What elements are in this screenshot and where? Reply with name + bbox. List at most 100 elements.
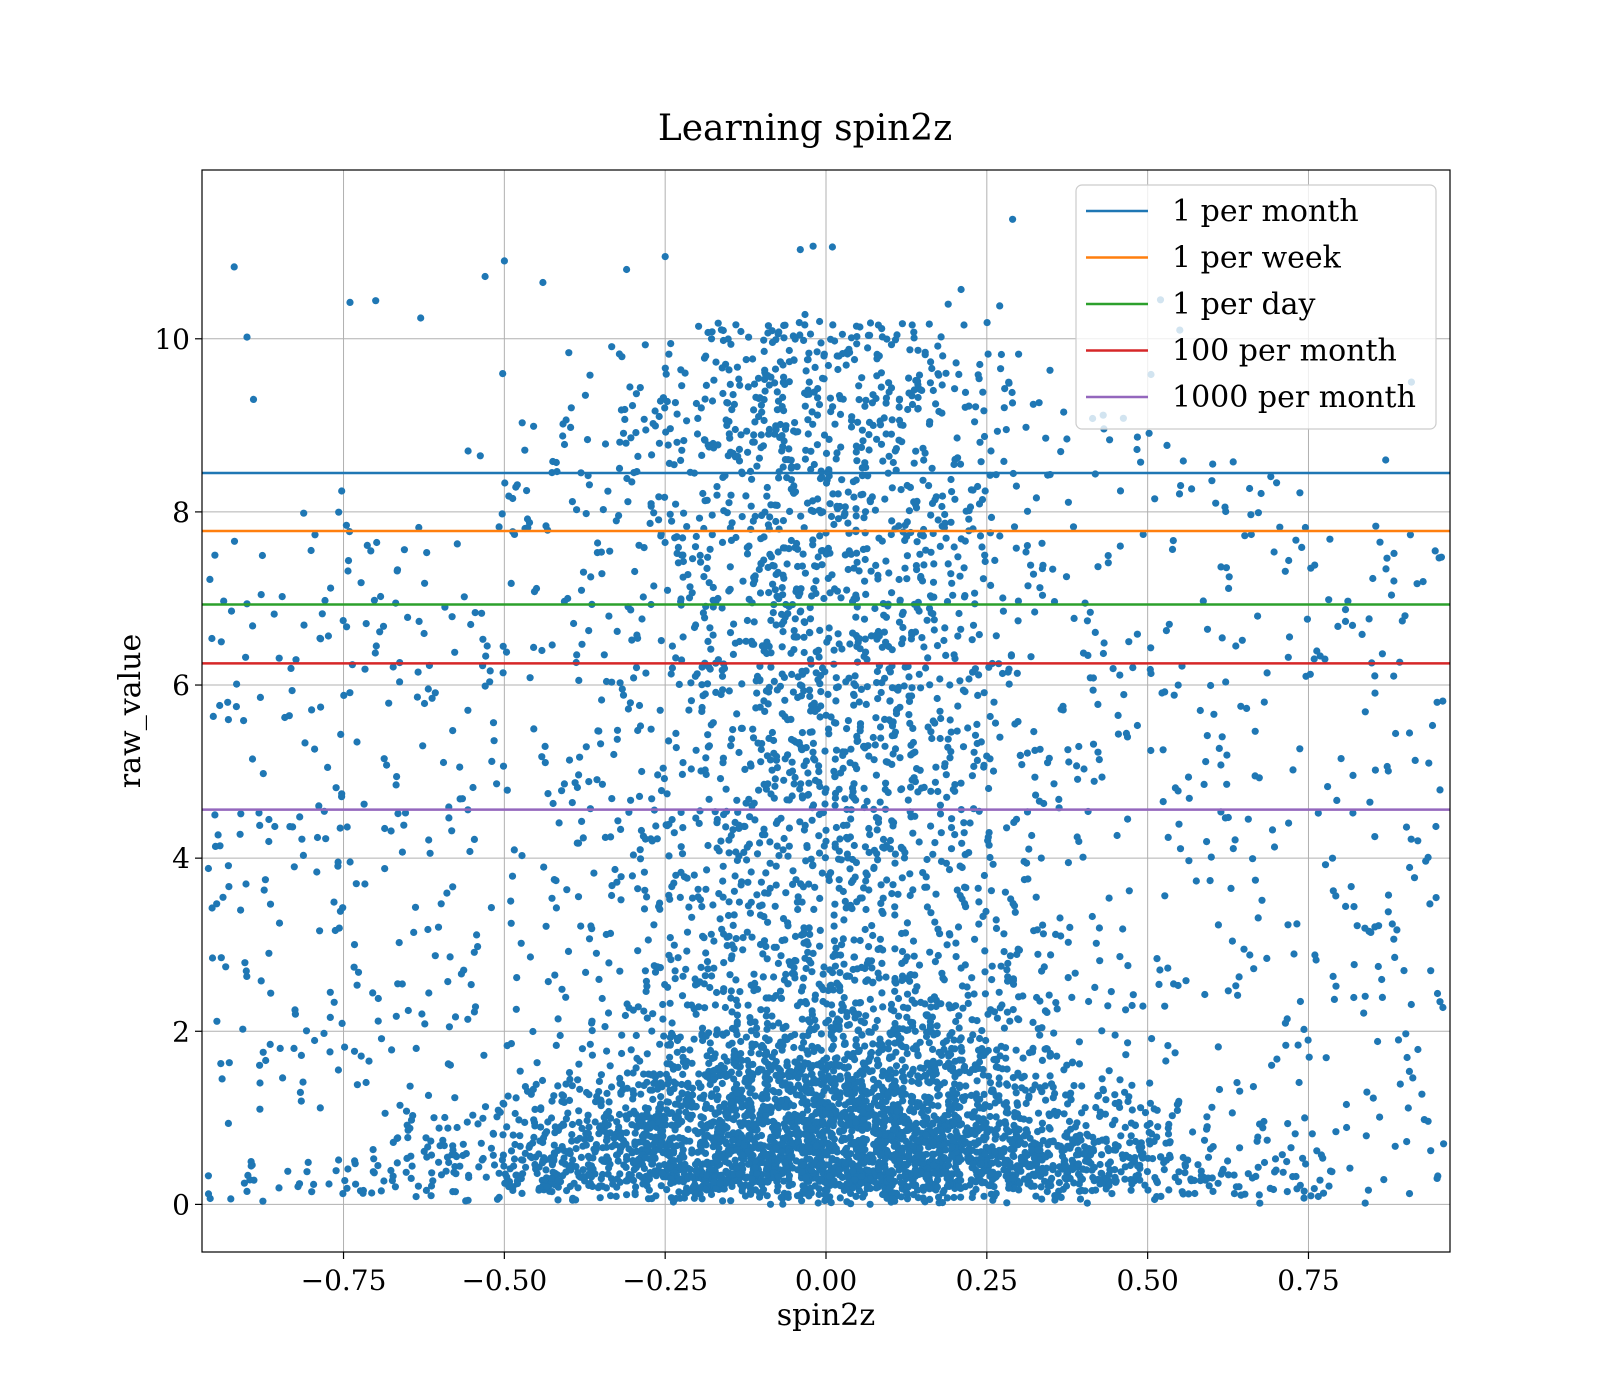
scatter-point	[1209, 460, 1217, 468]
scatter-point	[642, 977, 651, 985]
scatter-point	[516, 1132, 524, 1140]
scatter-point	[953, 886, 961, 894]
scatter-point	[909, 886, 917, 894]
scatter-point	[897, 843, 905, 851]
scatter-point	[780, 373, 788, 381]
scatter-point	[872, 631, 880, 639]
scatter-point	[566, 1075, 574, 1083]
scatter-point	[316, 1104, 324, 1112]
scatter-point	[791, 932, 800, 941]
scatter-point	[1246, 951, 1254, 959]
scatter-point	[918, 577, 927, 585]
scatter-point	[960, 829, 968, 837]
scatter-point	[948, 815, 956, 823]
scatter-point	[530, 422, 538, 430]
scatter-point	[943, 793, 951, 801]
scatter-point	[886, 1175, 894, 1183]
scatter-point	[838, 330, 847, 338]
scatter-point	[206, 575, 214, 584]
scatter-point	[1348, 621, 1357, 630]
scatter-point	[1033, 926, 1041, 934]
scatter-point	[918, 634, 926, 642]
scatter-point	[507, 897, 515, 905]
scatter-point	[885, 1039, 893, 1047]
scatter-point	[792, 1157, 800, 1165]
scatter-point	[597, 1102, 605, 1110]
scatter-point	[585, 935, 594, 943]
scatter-point	[483, 642, 491, 650]
scatter-point	[959, 1004, 967, 1012]
scatter-point	[903, 1195, 912, 1203]
scatter-point	[341, 1177, 349, 1185]
scatter-point	[486, 678, 494, 686]
scatter-point	[1011, 908, 1019, 916]
scatter-point	[1055, 795, 1063, 804]
scatter-point	[770, 562, 778, 570]
scatter-point	[419, 742, 427, 750]
scatter-point	[1029, 400, 1037, 408]
scatter-point	[1005, 1184, 1013, 1192]
scatter-point	[340, 691, 348, 700]
scatter-point	[800, 633, 808, 641]
scatter-point	[406, 1082, 414, 1090]
scatter-point	[956, 572, 964, 580]
scatter-point	[919, 1023, 927, 1031]
scatter-point	[801, 569, 810, 577]
scatter-point	[665, 951, 673, 959]
scatter-point	[1151, 495, 1159, 503]
scatter-point	[844, 488, 852, 496]
scatter-point	[687, 679, 695, 687]
scatter-point	[916, 1038, 924, 1046]
scatter-point	[840, 960, 848, 968]
scatter-point	[1017, 1156, 1026, 1164]
scatter-point	[410, 928, 418, 937]
scatter-point	[1225, 584, 1233, 593]
scatter-point	[311, 531, 319, 539]
scatter-point	[869, 931, 877, 940]
scatter-point	[1002, 1054, 1010, 1062]
scatter-point	[538, 1076, 547, 1085]
scatter-point	[660, 1032, 668, 1040]
scatter-point	[248, 755, 257, 763]
scatter-point	[664, 441, 672, 449]
scatter-point	[968, 636, 976, 644]
scatter-point	[936, 542, 944, 551]
scatter-point	[1203, 625, 1212, 633]
scatter-point	[798, 1044, 806, 1052]
scatter-point	[680, 509, 688, 517]
scatter-point	[965, 675, 973, 683]
scatter-point	[423, 549, 431, 557]
scatter-point	[407, 1174, 415, 1182]
scatter-point	[521, 1149, 529, 1157]
scatter-point	[933, 694, 941, 703]
scatter-point	[899, 421, 907, 429]
scatter-point	[882, 758, 890, 766]
scatter-point	[336, 824, 344, 832]
scatter-point	[735, 748, 743, 757]
scatter-point	[428, 1169, 436, 1177]
scatter-point	[1204, 1153, 1213, 1161]
scatter-point	[634, 452, 642, 460]
scatter-point	[1050, 1029, 1058, 1037]
scatter-point	[1185, 1190, 1193, 1198]
scatter-point	[1116, 542, 1124, 550]
scatter-point	[1324, 783, 1332, 791]
scatter-point	[914, 405, 922, 413]
scatter-point	[873, 435, 881, 443]
scatter-point	[594, 1184, 602, 1192]
scatter-point	[402, 1168, 410, 1176]
scatter-point	[1329, 972, 1337, 981]
scatter-point	[1185, 794, 1193, 802]
scatter-point	[679, 824, 687, 832]
scatter-point	[692, 621, 700, 629]
scatter-point	[1003, 966, 1011, 974]
scatter-point	[804, 941, 812, 949]
scatter-point	[852, 1085, 860, 1093]
scatter-point	[1119, 925, 1127, 933]
scatter-point	[912, 447, 920, 455]
scatter-point	[784, 852, 792, 860]
scatter-point	[316, 927, 324, 935]
scatter-point	[771, 782, 779, 790]
scatter-point	[683, 523, 691, 531]
scatter-point	[692, 1010, 700, 1018]
